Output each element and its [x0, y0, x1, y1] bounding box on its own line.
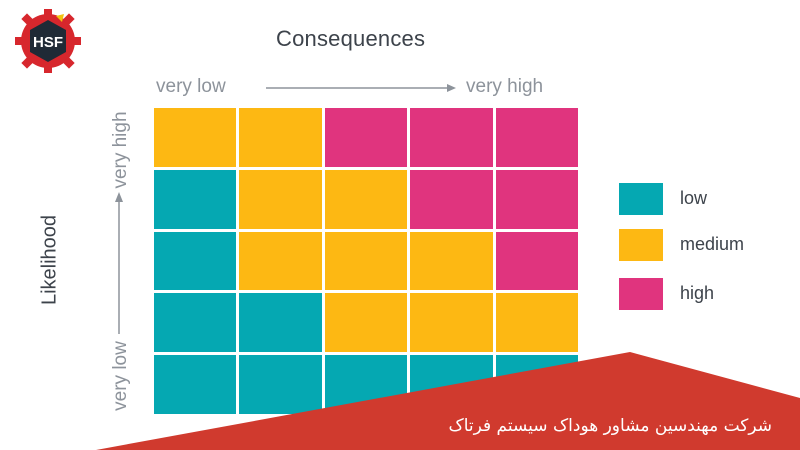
legend-swatch-medium — [619, 229, 663, 261]
matrix-cell-medium — [239, 231, 322, 291]
matrix-cell-medium — [495, 293, 578, 353]
logo-text: HSF — [33, 34, 63, 51]
matrix-cell-high — [495, 108, 578, 167]
matrix-cell-low — [239, 355, 322, 414]
matrix-cell-high — [410, 169, 493, 229]
matrix-cell-medium — [410, 293, 493, 353]
legend-swatch-low — [619, 183, 663, 215]
hsf-logo: HSF — [15, 9, 81, 73]
matrix-cell-high — [324, 108, 408, 167]
matrix-cell-medium — [324, 293, 408, 353]
risk-matrix — [154, 108, 578, 414]
y-axis-title: Likelihood — [38, 214, 61, 306]
matrix-cell-medium — [410, 231, 493, 291]
x-axis-arrow — [266, 84, 456, 92]
matrix-cell-medium — [154, 108, 237, 167]
matrix-cell-low — [495, 355, 578, 414]
matrix-cell-medium — [324, 169, 408, 229]
matrix-cell-low — [154, 355, 237, 414]
legend-label-medium: medium — [680, 234, 745, 254]
gear-logo-icon — [15, 9, 81, 73]
legend-swatch-high — [619, 278, 663, 310]
matrix-cell-low — [410, 355, 493, 414]
x-axis-high-label: very high — [466, 76, 544, 97]
x-axis-low-label: very low — [156, 76, 226, 97]
matrix-cell-high — [410, 108, 493, 167]
legend-label-low: low — [680, 188, 708, 208]
matrix-cell-medium — [239, 108, 322, 167]
legend-label-high: high — [680, 283, 715, 303]
matrix-cell-medium — [324, 231, 408, 291]
matrix-cell-low — [154, 231, 237, 291]
matrix-cell-high — [495, 231, 578, 291]
matrix-cell-low — [154, 293, 237, 353]
company-name: شرکت مهندسین مشاور هوداک سیستم فرتاک — [448, 416, 772, 436]
matrix-cell-medium — [239, 169, 322, 229]
y-axis-high-label: very high — [110, 111, 131, 189]
y-axis-arrow — [115, 192, 123, 334]
y-axis-low-label: very low — [110, 341, 131, 411]
matrix-cell-low — [324, 355, 408, 414]
chart-title: Consequences — [276, 26, 426, 51]
matrix-cell-high — [495, 169, 578, 229]
matrix-cell-low — [154, 169, 237, 229]
matrix-cell-low — [239, 293, 322, 353]
